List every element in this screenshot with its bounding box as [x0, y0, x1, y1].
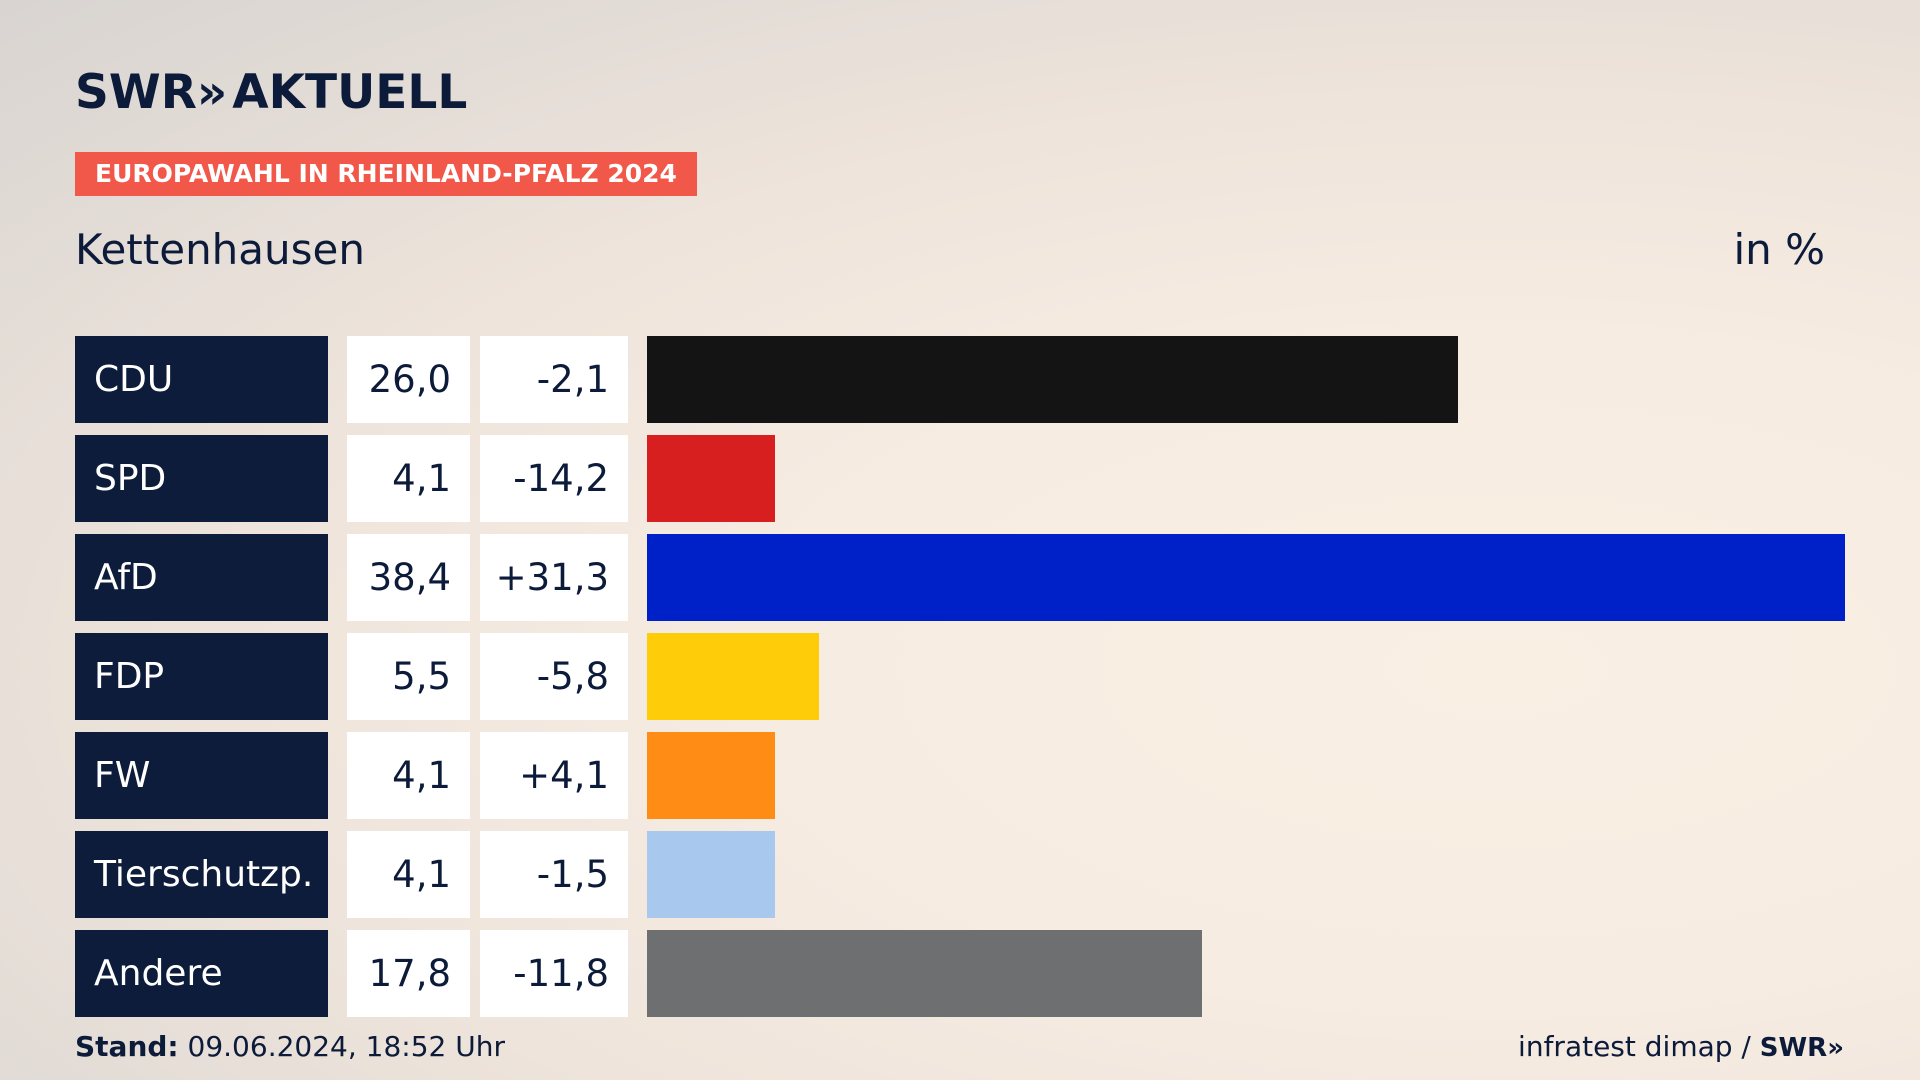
bar: [647, 534, 1845, 621]
bar: [647, 336, 1458, 423]
value-label: 4,1: [347, 435, 470, 522]
value-label: 17,8: [347, 930, 470, 1017]
chart-row: Tierschutzp. 4,1 -1,5: [75, 831, 1845, 918]
logo-aktuell: AKTUELL: [232, 65, 468, 120]
bar: [647, 435, 775, 522]
source-credit: infratest dimap / SWR»: [1518, 1030, 1844, 1065]
chart-row: FDP 5,5 -5,8: [75, 633, 1845, 720]
diff-label: -14,2: [480, 435, 628, 522]
diff-label: +4,1: [480, 732, 628, 819]
value-label: 4,1: [347, 732, 470, 819]
stand-value: 09.06.2024, 18:52 Uhr: [187, 1030, 505, 1063]
diff-label: -2,1: [480, 336, 628, 423]
value-label: 26,0: [347, 336, 470, 423]
chart-row: Andere 17,8 -11,8: [75, 930, 1845, 1017]
diff-label: -1,5: [480, 831, 628, 918]
chart-row: AfD 38,4 +31,3: [75, 534, 1845, 621]
stand-label: Stand:: [75, 1030, 179, 1063]
results-chart: CDU 26,0 -2,1 SPD 4,1 -14,2 AfD 38,4 +31,3 FDP 5,5…: [75, 336, 1845, 1029]
value-label: 4,1: [347, 831, 470, 918]
chart-row: FW 4,1 +4,1: [75, 732, 1845, 819]
diff-label: -5,8: [480, 633, 628, 720]
diff-label: -11,8: [480, 930, 628, 1017]
swr-aktuell-logo: SWR» AKTUELL: [75, 68, 467, 118]
bar: [647, 633, 819, 720]
party-label: FW: [75, 732, 328, 819]
unit-label: in %: [1733, 225, 1825, 274]
party-label: FDP: [75, 633, 328, 720]
diff-label: +31,3: [480, 534, 628, 621]
timestamp: Stand: 09.06.2024, 18:52 Uhr: [75, 1030, 505, 1064]
party-label: AfD: [75, 534, 328, 621]
party-label: Tierschutzp.: [75, 831, 328, 918]
bar: [647, 930, 1202, 1017]
election-badge: EUROPAWAHL IN RHEINLAND-PFALZ 2024: [75, 152, 697, 196]
place-title: Kettenhausen: [75, 225, 366, 274]
chart-row: SPD 4,1 -14,2: [75, 435, 1845, 522]
value-label: 5,5: [347, 633, 470, 720]
swr-small-logo: SWR»: [1759, 1033, 1844, 1063]
value-label: 38,4: [347, 534, 470, 621]
party-label: Andere: [75, 930, 328, 1017]
bar: [647, 831, 775, 918]
party-label: SPD: [75, 435, 328, 522]
logo-chevrons-icon: »: [196, 65, 228, 120]
logo-swr: SWR: [75, 65, 197, 120]
chart-row: CDU 26,0 -2,1: [75, 336, 1845, 423]
source-text: infratest dimap /: [1518, 1030, 1760, 1063]
bar: [647, 732, 775, 819]
party-label: CDU: [75, 336, 328, 423]
